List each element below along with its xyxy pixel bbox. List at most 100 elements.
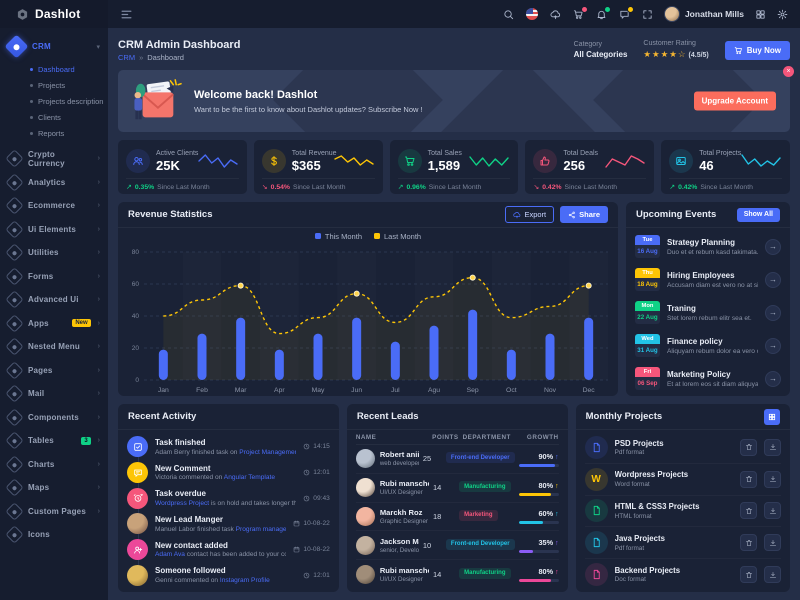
sidebar-item-pages[interactable]: Pages ›	[0, 359, 108, 383]
legend-this-month[interactable]: This Month	[314, 232, 362, 241]
project-icon-wrap	[584, 563, 608, 587]
lead-department-badge: Manufacturing	[459, 567, 511, 579]
sidebar-item-nested-menu[interactable]: Nested Menu ›	[0, 335, 108, 359]
share-button[interactable]: Share	[560, 206, 608, 223]
sidebar-subitem-clients[interactable]: Clients	[30, 109, 108, 125]
breadcrumb-root-link[interactable]: CRM	[118, 52, 136, 62]
search-button[interactable]	[503, 9, 514, 20]
download-icon	[769, 507, 776, 514]
project-download-button[interactable]	[764, 502, 781, 520]
sidebar-item-crypto-currency[interactable]: Crypto Currency ›	[0, 147, 108, 171]
event-open-button[interactable]: →	[765, 304, 781, 321]
sidebar-item-mail[interactable]: Mail ›	[0, 382, 108, 406]
project-delete-button[interactable]	[740, 534, 757, 552]
project-delete-button[interactable]	[740, 438, 757, 456]
svg-text:Dec: Dec	[583, 387, 596, 394]
project-download-button[interactable]	[764, 566, 781, 584]
sidebar-item-maps[interactable]: Maps ›	[0, 476, 108, 500]
sidebar-item-ecommerce[interactable]: Ecommerce ›	[0, 194, 108, 218]
wordpress-icon: W	[591, 473, 601, 485]
sidebar-subitem-dashboard[interactable]: Dashboard	[30, 61, 108, 77]
activity-link[interactable]: Instagram Profile	[219, 576, 270, 584]
language-flag-button[interactable]	[525, 8, 538, 20]
user-menu[interactable]: Jonathan Mills	[663, 6, 744, 22]
export-button[interactable]: Export	[505, 206, 555, 223]
rating-value: (4.5/5)	[688, 52, 709, 59]
apps-grid-button[interactable]	[755, 9, 766, 20]
stat-value: $365	[291, 157, 321, 173]
show-all-button[interactable]: Show All	[736, 207, 780, 222]
sidebar-subitem-reports[interactable]: Reports	[30, 125, 108, 141]
event-day: Tue	[635, 235, 660, 245]
svg-text:Apr: Apr	[274, 387, 285, 394]
sidebar-toggle-button[interactable]	[120, 8, 133, 21]
project-delete-button[interactable]	[740, 566, 757, 584]
lead-name: Robert anii	[379, 450, 419, 460]
bell-icon	[597, 10, 606, 19]
sidebar-item-components[interactable]: Components ›	[0, 406, 108, 430]
activity-link[interactable]: Wordpress Project	[155, 499, 210, 507]
activity-link[interactable]: Angular Template	[223, 474, 275, 482]
cloud-upload-button[interactable]	[550, 9, 561, 20]
projects-grid-view-button[interactable]	[764, 408, 780, 425]
cart-button[interactable]	[573, 5, 588, 20]
settings-button[interactable]	[777, 9, 788, 20]
stat-card-active-clients: Active Clients 25K ↗ 0.35% Since Last Mo…	[118, 140, 247, 194]
activity-link[interactable]: Program management	[235, 525, 287, 533]
leads-column-points: POINTS	[432, 433, 459, 441]
event-date-chip: Tue 16 Aug	[635, 235, 660, 258]
sidebar-item-analytics[interactable]: Analytics ›	[0, 171, 108, 195]
legend-last-month[interactable]: Last Month	[374, 232, 421, 241]
activity-link[interactable]: Adam Ava	[155, 551, 185, 559]
sidebar-subitem-projects[interactable]: Projects	[30, 77, 108, 93]
clock-icon	[304, 495, 310, 501]
leads-column-name: NAME	[355, 433, 377, 441]
event-open-button[interactable]: →	[765, 271, 781, 288]
comment-icon	[133, 469, 142, 477]
revenue-statistics-panel: Revenue Statistics Export Share This Mon…	[118, 202, 618, 396]
project-delete-button[interactable]	[740, 502, 757, 520]
breadcrumb: CRM » Dashboard	[118, 53, 240, 62]
sidebar-item-forms[interactable]: Forms ›	[0, 265, 108, 289]
activity-avatar	[127, 513, 148, 535]
sidebar-subitem-projects-description[interactable]: Projects description	[30, 93, 108, 109]
project-download-button[interactable]	[764, 438, 781, 456]
sidebar-item-utilities[interactable]: Utilities ›	[0, 241, 108, 265]
stat-change: 0.35%	[134, 183, 155, 191]
event-open-button[interactable]: →	[765, 238, 781, 255]
event-date-chip: Fri 06 Sep	[635, 367, 660, 390]
event-title: Strategy Planning	[667, 237, 736, 247]
apps-icon	[5, 314, 24, 333]
sidebar-item-charts[interactable]: Charts ›	[0, 453, 108, 477]
activity-link[interactable]: Project Management	[239, 448, 297, 456]
sidebar-item-apps[interactable]: Apps New ›	[0, 312, 108, 336]
project-download-button[interactable]	[764, 534, 781, 552]
activity-item: New contact added Adam Ava contact has b…	[127, 537, 330, 563]
sidebar-item-custom-pages[interactable]: Custom Pages ›	[0, 500, 108, 524]
stat-value: 256	[563, 157, 586, 173]
sidebar-item-advanced-ui[interactable]: Advanced Ui ›	[0, 288, 108, 312]
event-open-button[interactable]: →	[765, 337, 781, 354]
buy-now-button[interactable]: Buy Now	[724, 40, 790, 60]
sidebar-item-icons[interactable]: Icons	[0, 523, 108, 547]
sidebar-item-ui-elements[interactable]: Ui Elements ›	[0, 218, 108, 242]
maps-icon	[5, 478, 24, 497]
sidebar-item-tables[interactable]: Tables 3 ›	[0, 429, 108, 453]
activity-avatar	[127, 564, 148, 586]
stat-change: 0.42%	[542, 183, 562, 191]
stat-note: Since Last Month	[428, 183, 482, 191]
project-delete-button[interactable]	[740, 470, 757, 488]
event-open-button[interactable]: →	[765, 370, 781, 387]
upgrade-account-button[interactable]: Upgrade Account	[693, 91, 776, 111]
banner-close-button[interactable]: ×	[783, 66, 794, 77]
advanced-ui-icon	[5, 290, 24, 309]
brand-logo[interactable]: Dashlot	[0, 0, 108, 28]
chat-button[interactable]	[619, 5, 634, 20]
activity-description: Adam Ava contact has been added to your …	[155, 551, 287, 559]
bell-button[interactable]	[596, 5, 611, 20]
project-download-button[interactable]	[764, 470, 781, 488]
fullscreen-button[interactable]	[642, 9, 653, 20]
svg-text:Nov: Nov	[544, 387, 557, 394]
sidebar-item-crm[interactable]: CRM ▾	[0, 34, 108, 61]
lead-points: 14	[433, 483, 442, 493]
